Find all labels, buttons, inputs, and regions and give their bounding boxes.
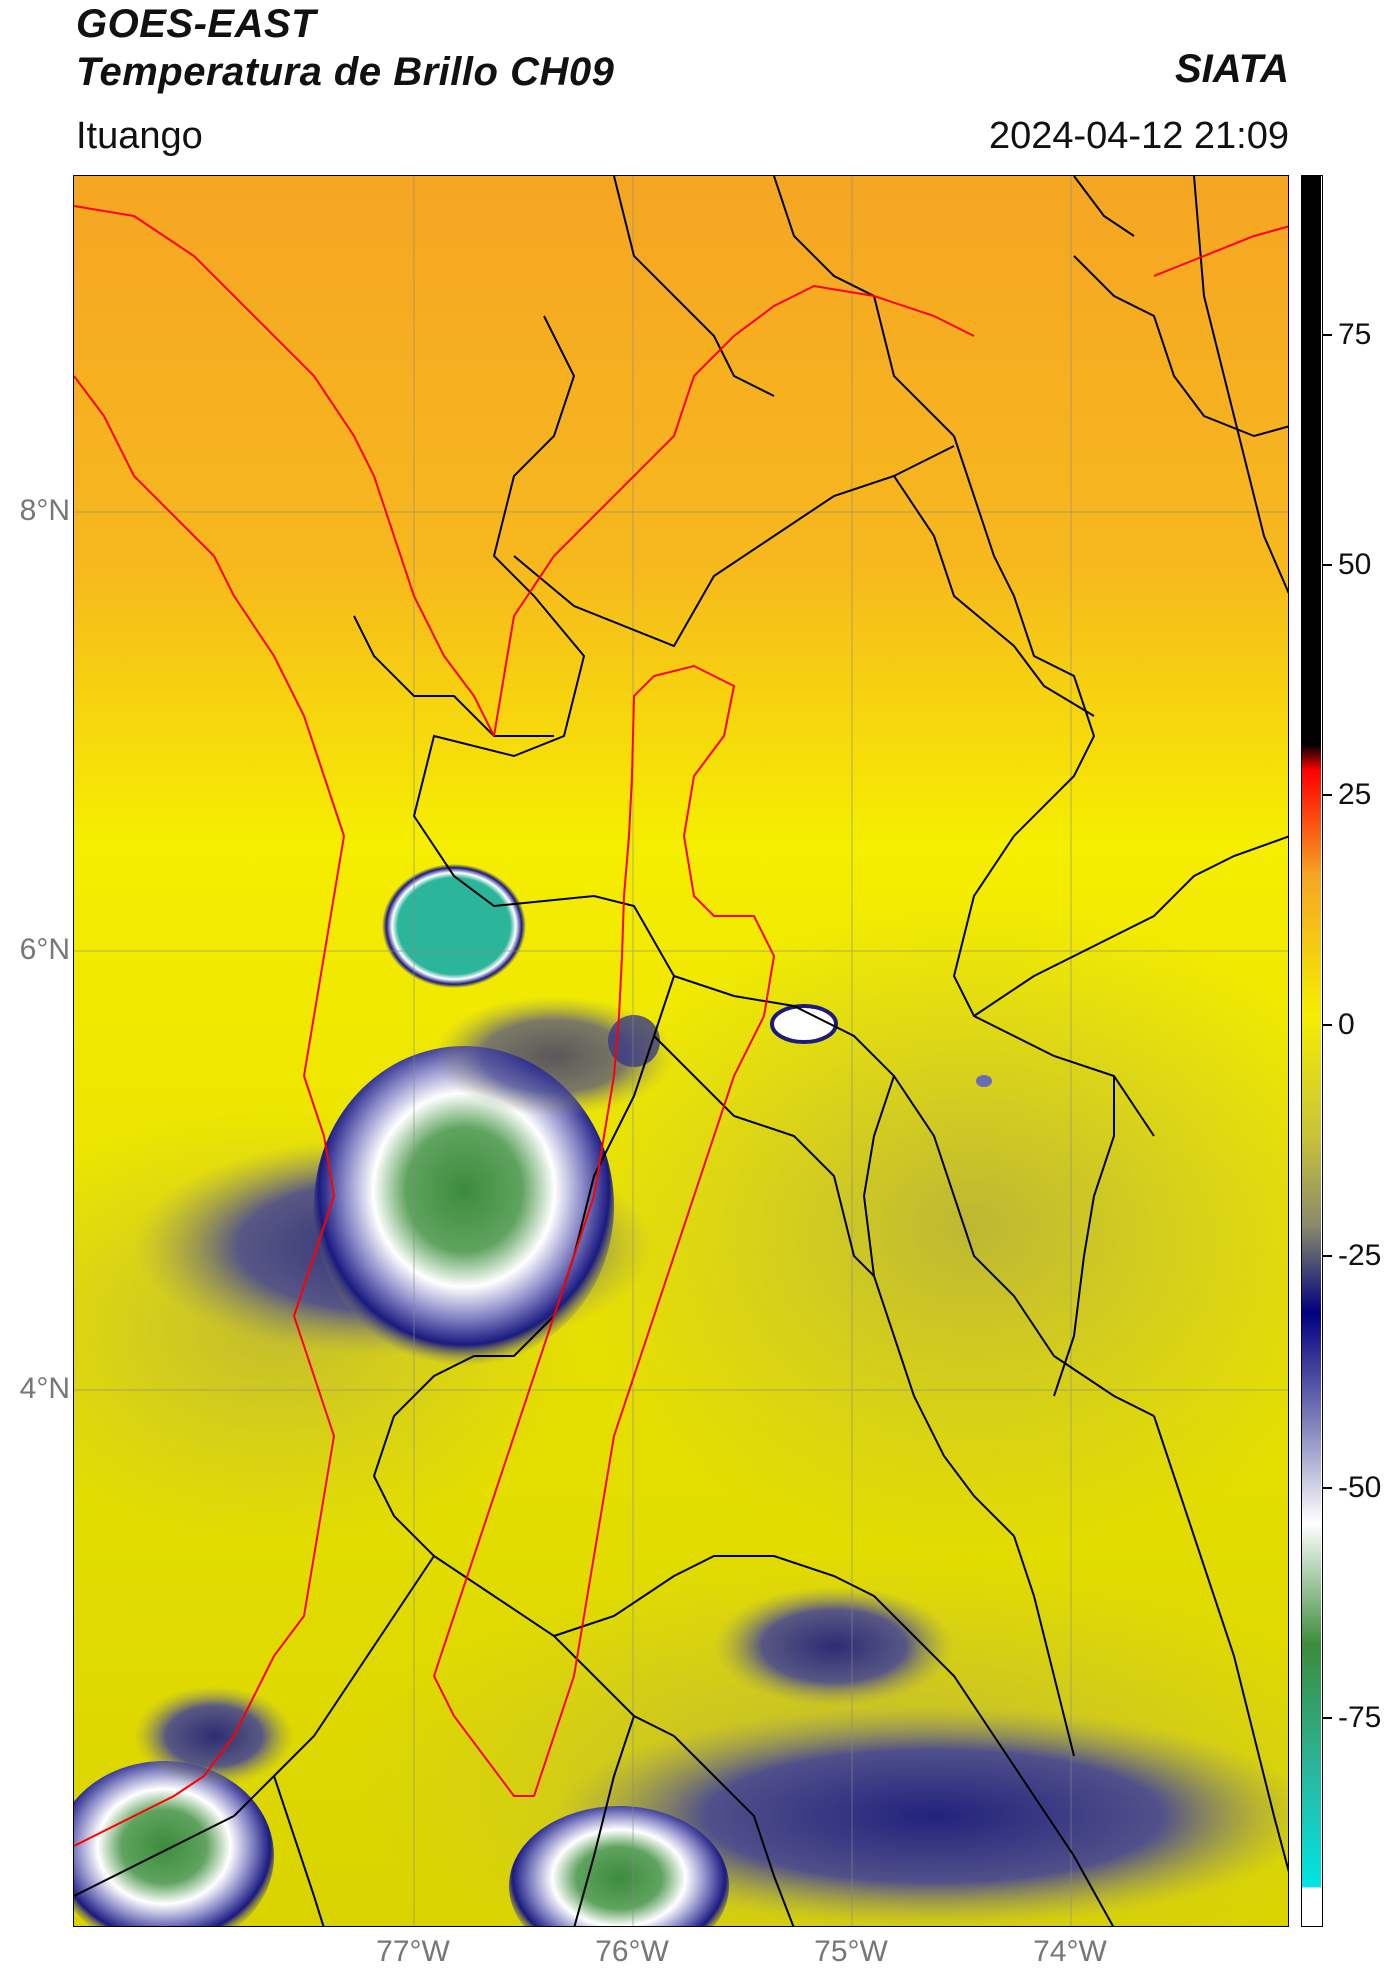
colorbar-label-25: 25 — [1338, 778, 1372, 811]
colorbar-tick-neg75 — [1323, 1717, 1332, 1719]
colorbar-tick-neg50 — [1323, 1487, 1332, 1489]
map-canvas — [74, 176, 1288, 1926]
colorbar-tick-neg25 — [1323, 1255, 1332, 1257]
colorbar-label-neg50: -50 — [1338, 1471, 1382, 1504]
colorbar-tick-25 — [1323, 794, 1332, 796]
lat-label-8n: 8°N — [19, 494, 70, 527]
colorbar-tick-75 — [1323, 334, 1332, 336]
brightness-temperature-map[interactable] — [73, 175, 1289, 1927]
colorbar-tick-0 — [1323, 1024, 1332, 1026]
department-borders — [74, 176, 1288, 1926]
colorbar-tick-50 — [1323, 564, 1332, 566]
colorbar-label-50: 50 — [1338, 548, 1372, 581]
region-label: Ituango — [76, 115, 203, 157]
lon-label-77w: 77°W — [376, 1935, 450, 1968]
lat-label-4n: 4°N — [19, 1372, 70, 1405]
lon-label-76w: 76°W — [595, 1935, 669, 1968]
gridlines — [74, 176, 1288, 1926]
coastline-borders — [74, 205, 1288, 1847]
colorbar — [1301, 175, 1323, 1927]
lat-label-6n: 6°N — [19, 933, 70, 966]
timestamp-label: 2024-04-12 21:09 — [988, 115, 1289, 157]
colorbar-label-neg25: -25 — [1338, 1239, 1382, 1272]
organization-label: SIATA — [1174, 47, 1289, 91]
colorbar-label-0: 0 — [1338, 1008, 1355, 1041]
lon-label-74w: 74°W — [1033, 1935, 1107, 1968]
colorbar-gradient — [1302, 176, 1321, 1925]
product-title: Temperatura de Brillo CH09 — [76, 50, 615, 94]
lon-label-75w: 75°W — [814, 1935, 888, 1968]
colorbar-label-75: 75 — [1338, 318, 1372, 351]
colorbar-label-neg75: -75 — [1338, 1701, 1382, 1734]
title-block: GOES-EAST Temperatura de Brillo CH09 — [76, 0, 614, 96]
satellite-title: GOES-EAST — [76, 2, 317, 46]
